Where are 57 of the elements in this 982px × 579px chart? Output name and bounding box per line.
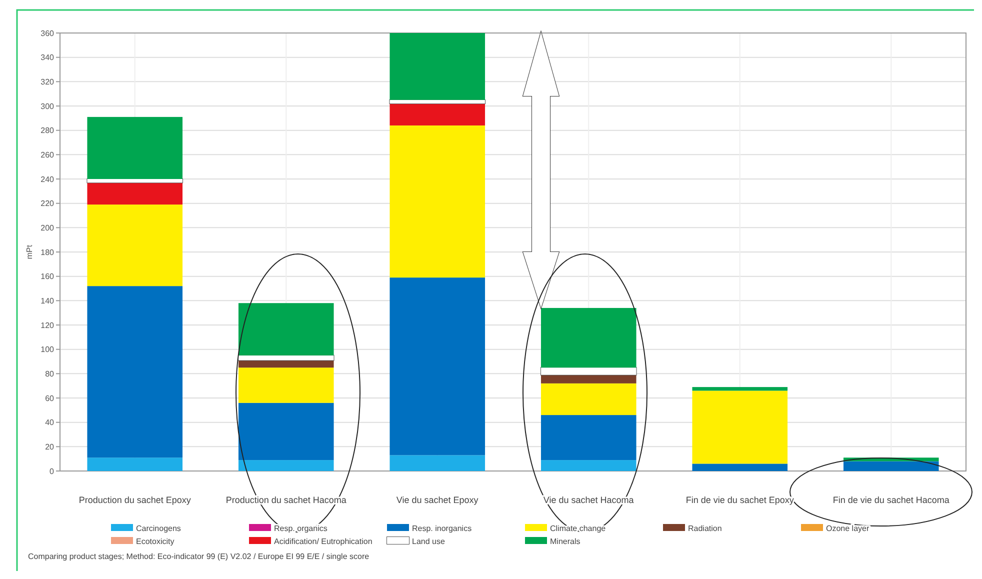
legend-label: Acidification/ Eutrophication [274, 536, 372, 546]
bar [87, 116, 183, 179]
bar [87, 458, 183, 471]
y-tick-label: 240 [40, 174, 55, 184]
bar [390, 455, 486, 471]
bar [238, 354, 334, 361]
y-tick-label: 40 [45, 418, 55, 428]
bar [540, 308, 636, 368]
y-tick-label: 340 [40, 53, 55, 62]
bar [87, 204, 183, 286]
y-tick-label: 120 [40, 320, 55, 330]
y-tick-label: 20 [45, 442, 55, 452]
bar [390, 278, 486, 456]
legend-label: Minerals [550, 536, 580, 546]
y-tick-label: 0 [50, 466, 55, 476]
y-tick-label: 140 [40, 296, 55, 306]
bar [390, 104, 486, 126]
bar [390, 125, 486, 278]
y-tick-label: 200 [40, 223, 55, 232]
bar [390, 33, 486, 100]
bar [692, 390, 788, 464]
legend-label: Resp. inorganics [412, 524, 472, 533]
bar [87, 182, 183, 205]
text: Comparing product stages; Method: Eco-indicator 99 (E) V2.02 / Europe EI 99 E/E / single score [28, 552, 370, 561]
y-axis-title: mPt [25, 244, 34, 260]
bar [540, 383, 636, 416]
bar [692, 464, 788, 471]
y-tick-label: 100 [40, 345, 55, 354]
y-tick-label: 360 [40, 28, 55, 38]
bar [238, 368, 334, 403]
bar [238, 460, 334, 471]
legend-label: Ecotoxicity [136, 536, 174, 546]
y-tick-label: 320 [40, 77, 55, 86]
y-tick-label: 300 [40, 102, 55, 111]
bar [692, 387, 788, 391]
legend-label: Radiation [688, 524, 722, 533]
bar [238, 402, 334, 460]
y-tick-label: 60 [45, 394, 55, 403]
legend-label: Ozone layer [826, 524, 870, 533]
y-tick-label: 260 [40, 150, 55, 160]
y-tick-label: 280 [40, 126, 55, 136]
bar [87, 286, 183, 458]
y-tick-label: 80 [45, 369, 55, 378]
y-tick-label: 160 [40, 272, 55, 282]
legend-label: Land use [412, 536, 446, 546]
bar [540, 367, 637, 376]
bar [540, 415, 636, 460]
x-tick-label: Fin de vie du sachet Hacoma [832, 495, 950, 505]
bar [540, 460, 636, 471]
x-tick-label: Production du sachet Epoxy [78, 495, 192, 505]
y-tick-label: 220 [40, 199, 55, 208]
legend-label: Carcinogens [136, 524, 181, 533]
x-tick-label: Vie du sachet Epoxy [396, 495, 479, 505]
bar [843, 461, 939, 471]
y-tick-label: 180 [40, 248, 55, 257]
bar [540, 374, 636, 384]
bar [238, 303, 334, 356]
